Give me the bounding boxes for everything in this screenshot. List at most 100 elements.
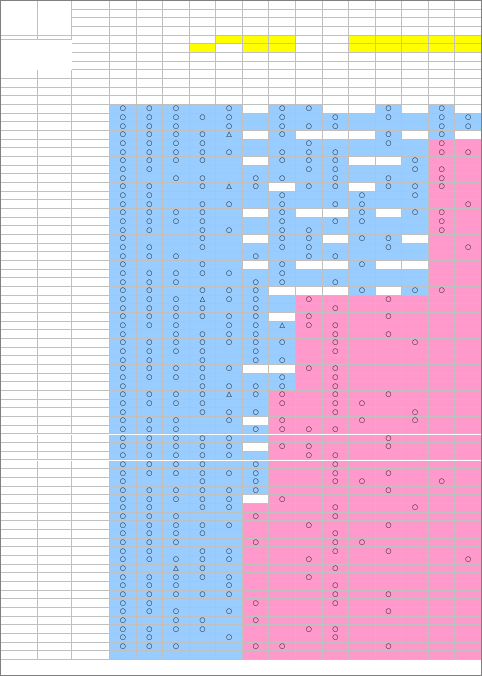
attendance-cell xyxy=(296,382,323,392)
attendance-cell xyxy=(349,408,376,418)
attendance-cell xyxy=(375,339,403,348)
attendance-cell xyxy=(269,165,296,175)
attendance-cell xyxy=(349,564,376,574)
attendance-cell xyxy=(375,373,403,383)
player-rate xyxy=(163,44,190,53)
summary-row-label xyxy=(72,44,110,53)
summary-row-label xyxy=(72,18,110,27)
attendance-mark: ○ xyxy=(322,174,350,184)
attendance-mark: ○ xyxy=(349,209,376,218)
attendance-cell xyxy=(349,356,376,366)
blank-cell xyxy=(189,96,217,106)
attendance-mark: ○ xyxy=(136,495,164,504)
attendance-mark: ○ xyxy=(163,209,190,218)
event-type xyxy=(38,200,72,210)
attendance-cell xyxy=(242,417,270,426)
attendance-cell xyxy=(163,356,190,366)
event-type xyxy=(38,339,72,348)
attendance-cell xyxy=(375,226,403,236)
attendance-mark: ○ xyxy=(242,174,270,184)
attendance-cell xyxy=(402,573,429,582)
attendance-cell xyxy=(402,278,429,288)
attendance-mark: ○ xyxy=(375,391,403,400)
attendance-mark: ○ xyxy=(216,443,243,452)
attendance-cell xyxy=(402,607,429,617)
blank-cell xyxy=(296,18,323,27)
event-type xyxy=(38,425,72,435)
attendance-cell xyxy=(349,174,376,184)
attendance-mark: ○ xyxy=(136,113,164,123)
blank-cell xyxy=(189,79,217,88)
attendance-cell xyxy=(296,287,323,296)
attendance-cell xyxy=(349,330,376,340)
attendance-mark: ○ xyxy=(110,573,137,582)
attendance-mark: ○ xyxy=(322,365,350,374)
player-rate xyxy=(163,61,190,71)
attendance-mark: ○ xyxy=(375,243,403,253)
attendance-cell xyxy=(296,373,323,383)
attendance-cell xyxy=(163,191,190,201)
attendance-mark: ○ xyxy=(322,200,350,210)
attendance-mark: ○ xyxy=(110,443,137,452)
event-count xyxy=(72,599,110,608)
event-type xyxy=(38,165,72,175)
attendance-cell xyxy=(296,599,323,608)
attendance-mark: ○ xyxy=(242,252,270,262)
attendance-cell xyxy=(189,512,217,522)
attendance-mark: ○ xyxy=(216,295,243,305)
attendance-mark: ○ xyxy=(322,113,350,123)
attendance-cell xyxy=(216,356,243,366)
attendance-mark: ○ xyxy=(136,469,164,478)
attendance-mark: ○ xyxy=(269,174,296,184)
event-date xyxy=(0,547,38,556)
attendance-mark: ○ xyxy=(110,105,137,114)
attendance-cell xyxy=(269,503,296,513)
attendance-cell xyxy=(428,373,456,383)
attendance-cell xyxy=(296,399,323,409)
attendance-mark: ○ xyxy=(375,607,403,617)
attendance-mark: ○ xyxy=(296,243,323,253)
attendance-cell: △ xyxy=(189,295,217,305)
blank-cell xyxy=(428,96,456,106)
attendance-mark: ○ xyxy=(110,581,137,591)
attendance-mark: ○ xyxy=(402,408,429,418)
event-date xyxy=(0,269,38,279)
attendance-cell xyxy=(163,287,190,296)
blank-cell xyxy=(296,79,323,88)
event-type xyxy=(38,356,72,366)
event-date xyxy=(0,477,38,487)
attendance-cell xyxy=(375,425,403,435)
attendance-mark: ○ xyxy=(136,313,164,322)
attendance-cell xyxy=(242,226,270,236)
attendance-mark: ○ xyxy=(216,555,243,565)
attendance-mark: ○ xyxy=(216,417,243,426)
attendance-cell xyxy=(402,330,429,340)
event-count xyxy=(72,183,110,192)
attendance-mark: ○ xyxy=(163,399,190,409)
attendance-cell xyxy=(428,356,456,366)
blank-cell xyxy=(428,18,456,27)
attendance-cell xyxy=(322,243,350,253)
blank-cell xyxy=(349,70,376,80)
attendance-mark: ○ xyxy=(428,105,456,114)
attendance-cell xyxy=(349,633,376,643)
attendance-mark: ○ xyxy=(242,347,270,357)
player-name xyxy=(163,1,190,10)
attendance-cell xyxy=(349,651,376,660)
attendance-cell xyxy=(375,625,403,634)
event-date xyxy=(0,287,38,296)
attendance-mark: ○ xyxy=(189,616,217,626)
attendance-cell xyxy=(402,434,429,444)
blank-cell xyxy=(428,70,456,80)
event-date xyxy=(0,295,38,305)
attendance-mark: ○ xyxy=(136,287,164,296)
attendance-cell xyxy=(375,148,403,158)
attendance-mark: ○ xyxy=(189,469,217,478)
attendance-mark: ○ xyxy=(269,200,296,210)
attendance-mark: ○ xyxy=(322,148,350,158)
blank-cell xyxy=(322,96,350,106)
attendance-cell xyxy=(349,625,376,634)
attendance-cell xyxy=(428,330,456,340)
attendance-cell xyxy=(242,200,270,210)
